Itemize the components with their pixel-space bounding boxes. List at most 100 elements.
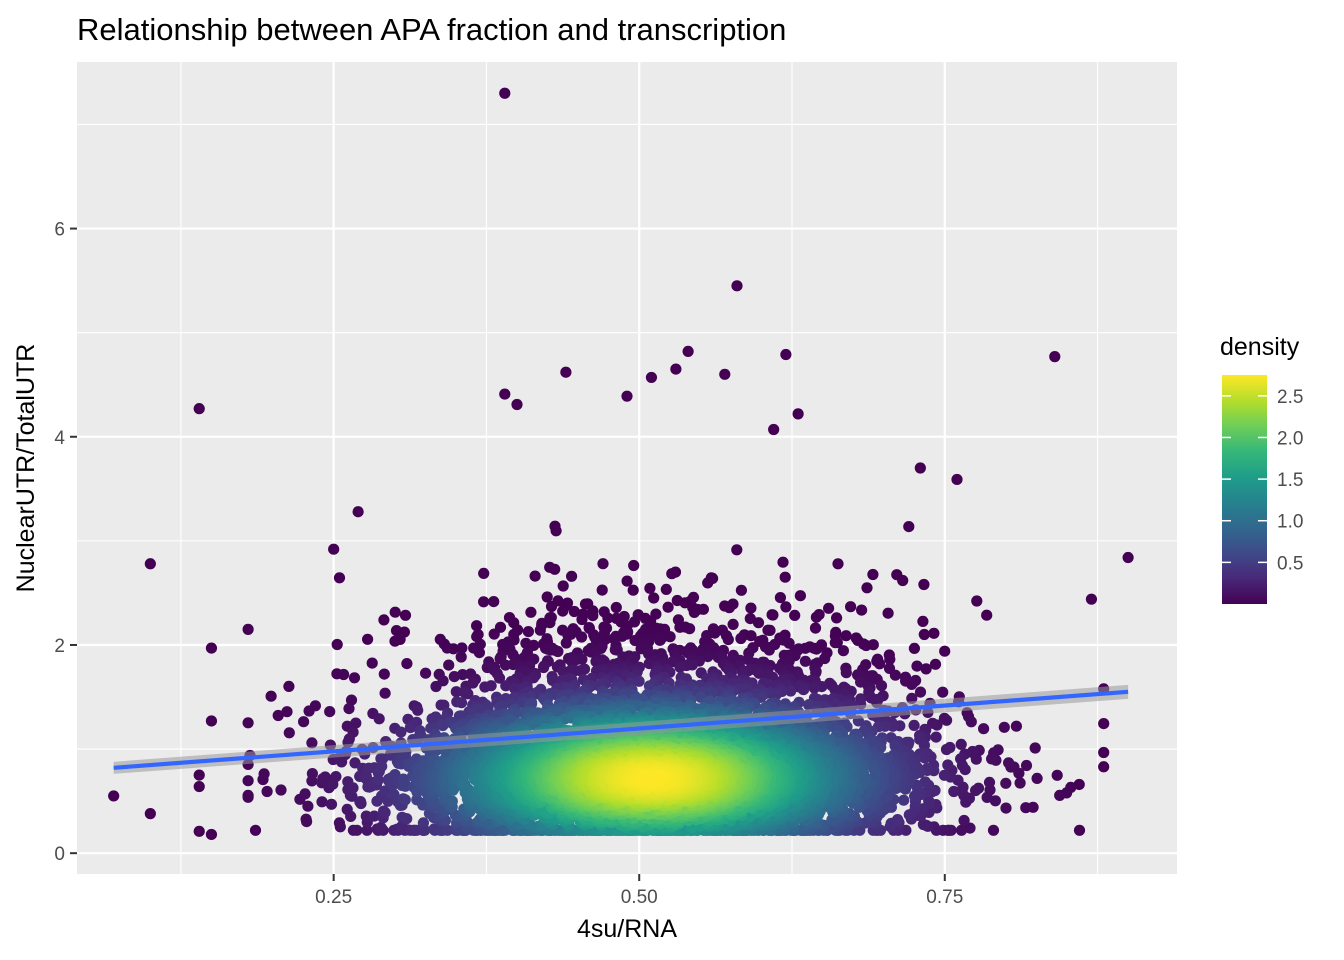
scatter-point	[958, 814, 970, 827]
scatter-point	[998, 721, 1010, 733]
scatter-point	[889, 669, 902, 681]
minor-gridlines	[77, 62, 1177, 874]
scatter-point	[767, 609, 779, 621]
scatter-point	[541, 591, 553, 603]
scatter-point	[261, 785, 273, 798]
scatter-point	[566, 655, 578, 668]
scatter-point	[731, 280, 743, 292]
scatter-point	[745, 630, 757, 642]
scatter-point	[351, 824, 363, 836]
scatter-point	[884, 653, 896, 665]
scatter-point	[942, 759, 954, 771]
scatter-point	[283, 727, 295, 739]
scatter-point	[897, 574, 909, 587]
scatter-point	[330, 771, 342, 783]
scatter-point	[378, 805, 390, 817]
scatter-point	[978, 723, 990, 735]
scatter-point	[242, 775, 254, 787]
scatter-point	[923, 795, 935, 807]
scatter-point	[752, 617, 765, 629]
scatter-point	[331, 638, 343, 651]
scatter-point	[831, 612, 843, 624]
scatter-point	[316, 796, 328, 808]
scatter-point	[528, 639, 540, 652]
scatter-point	[948, 785, 960, 798]
scatter-point	[874, 658, 886, 670]
scatter-point	[306, 737, 318, 749]
scatter-point	[930, 731, 942, 743]
scatter-point	[1000, 802, 1012, 814]
scatter-point	[551, 706, 564, 719]
scatter-point	[970, 784, 982, 797]
scatter-point	[731, 544, 743, 556]
scatter-point	[242, 789, 254, 802]
scatter-point	[352, 506, 364, 518]
scatter-point	[829, 684, 841, 696]
scatter-point	[368, 810, 380, 822]
scatter-point	[908, 642, 921, 655]
scatter-point	[719, 368, 731, 380]
scatter-point	[447, 643, 459, 655]
scatter-point	[903, 809, 915, 821]
scatter-point	[1051, 769, 1063, 781]
scatter-point	[1029, 742, 1041, 754]
scatter-point	[928, 627, 940, 639]
scatter-point	[401, 813, 413, 825]
scatter-point	[373, 713, 385, 725]
scatter-point	[861, 582, 873, 594]
scatter-point	[918, 739, 931, 751]
scatter-point	[955, 738, 967, 751]
scatter-point	[303, 705, 315, 717]
scatter-point	[389, 635, 401, 647]
scatter-point	[780, 601, 792, 613]
scatter-point	[610, 601, 622, 614]
scatter-point	[917, 818, 930, 831]
scatter-point	[538, 661, 550, 674]
scatter-point	[404, 721, 416, 734]
scatter-point	[763, 644, 775, 656]
scatter-point	[856, 604, 868, 616]
scatter-point	[810, 611, 823, 623]
scatter-point	[1098, 761, 1110, 773]
scatter-point	[1122, 551, 1134, 564]
scatter-point	[395, 726, 407, 738]
scatter-point	[920, 663, 932, 675]
scatter-point	[1054, 789, 1066, 802]
scatter-point	[478, 596, 490, 608]
scatter-point	[388, 788, 400, 801]
scatter-point	[144, 808, 156, 820]
scatter-point	[627, 584, 639, 596]
scatter-point	[785, 685, 797, 697]
scatter-point	[500, 680, 512, 692]
scatter-point	[488, 628, 500, 640]
scatter-point	[441, 824, 454, 836]
scatter-point	[956, 759, 969, 772]
scatter-point	[644, 582, 656, 594]
scatter-point	[354, 796, 367, 808]
scatter-point	[882, 607, 894, 619]
scatter-point	[379, 785, 391, 797]
scatter-point	[832, 558, 844, 570]
scatter-point	[302, 800, 314, 812]
scatter-point	[281, 706, 293, 718]
scatter-point	[560, 366, 572, 378]
scatter-point	[1014, 777, 1026, 789]
scatter-point	[283, 680, 295, 693]
scatter-point	[1098, 746, 1110, 759]
scatter-point	[298, 716, 310, 728]
scatter-point	[840, 630, 852, 642]
scatter-point	[338, 668, 350, 681]
scatter-point	[450, 686, 462, 698]
scatter-point	[1098, 718, 1110, 730]
scatter-point	[670, 363, 682, 375]
scatter-point	[929, 658, 942, 670]
scatter-point	[345, 694, 358, 706]
scatter-point	[205, 642, 218, 654]
scatter-point	[362, 633, 374, 645]
scatter-point	[205, 715, 218, 727]
scatter-point	[903, 521, 915, 533]
scatter-point	[770, 688, 783, 701]
scatter-point	[798, 684, 810, 696]
scatter-point	[908, 719, 920, 732]
